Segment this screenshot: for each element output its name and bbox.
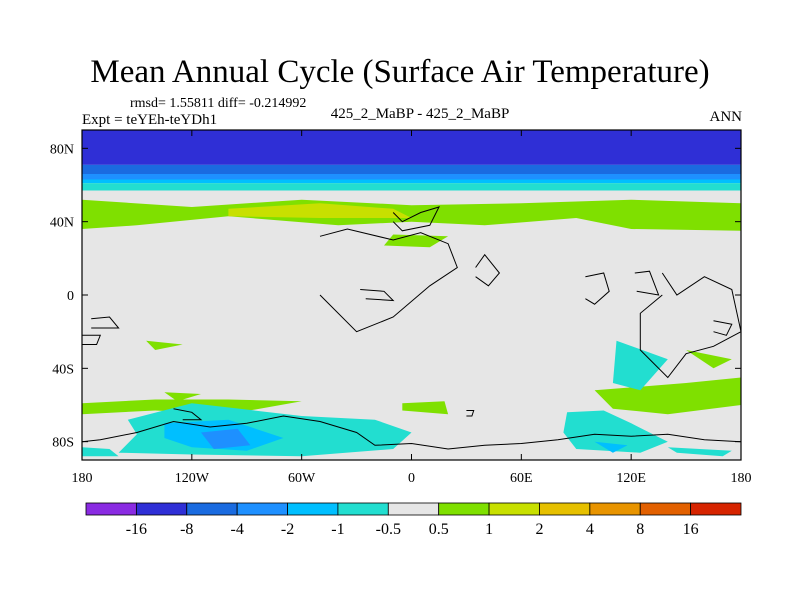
land-outline	[634, 270, 660, 296]
colorbar-swatch	[186, 502, 238, 516]
colorbar-label: -1	[331, 521, 344, 538]
chart-title: Mean Annual Cycle (Surface Air Temperatu…	[90, 54, 710, 90]
zonal-band	[82, 179, 741, 184]
anomaly-region	[164, 392, 201, 402]
zonal-band	[82, 174, 741, 180]
colorbar-label: -2	[281, 521, 294, 538]
land-outline	[173, 408, 203, 421]
anomaly-region	[82, 199, 741, 231]
colorbar-swatch	[387, 502, 440, 516]
y-tick-label: 0	[67, 289, 74, 304]
zonal-band	[82, 164, 741, 174]
x-tick-label: 60W	[288, 471, 316, 486]
y-tick-label: 40N	[50, 216, 74, 231]
anomaly-region	[686, 350, 732, 369]
colorbar-label: 1	[485, 521, 493, 538]
land-outline	[713, 320, 733, 336]
y-tick-label: 40S	[52, 362, 74, 377]
colorbar-label: 2	[535, 521, 543, 538]
anomaly-region	[82, 447, 119, 457]
colorbar-swatch	[337, 502, 389, 516]
anomaly-region	[594, 377, 741, 415]
x-tick-label: 180	[72, 471, 93, 486]
colorbar-label: -16	[126, 521, 147, 538]
colorbar-swatch	[287, 502, 339, 516]
x-tick-label: 120E	[616, 471, 646, 486]
anomaly-region	[594, 441, 628, 453]
land-outline	[639, 272, 741, 379]
anomaly-region	[612, 340, 668, 391]
stats-text: rmsd= 1.55811 diff= -0.214992	[130, 96, 307, 111]
x-tick-label: 180	[731, 471, 752, 486]
anomaly-region	[228, 203, 412, 218]
anomaly-region	[402, 401, 449, 415]
colorbar-label: -0.5	[376, 521, 401, 538]
colorbar-label: -4	[230, 521, 243, 538]
land-outline	[585, 272, 610, 305]
colorbar-swatch	[488, 502, 540, 516]
colorbar-label: 0.5	[429, 521, 449, 538]
colorbar-swatch	[135, 502, 188, 516]
land-outline	[466, 410, 475, 417]
season-label: ANN	[709, 109, 743, 125]
zonal-band	[82, 183, 741, 191]
anomaly-region	[201, 428, 251, 449]
anomaly-region	[563, 410, 668, 453]
colorbar-swatch	[236, 502, 288, 516]
colorbar-swatch	[539, 502, 591, 516]
comparison-label: 425_2_MaBP - 425_2_MaBP	[330, 106, 510, 122]
land-outline	[319, 228, 458, 333]
y-tick-label: 80N	[50, 142, 74, 157]
anomaly-region	[667, 447, 732, 457]
colorbar-label: 8	[636, 521, 644, 538]
x-tick-label: 60E	[510, 471, 533, 486]
colorbar-label: -8	[180, 521, 193, 538]
x-tick-label: 120W	[175, 471, 210, 486]
zonal-band	[82, 190, 741, 200]
colorbar-label: 16	[683, 521, 699, 538]
colorbar-swatch	[438, 502, 490, 516]
colorbar-swatch	[85, 502, 137, 516]
colorbar-swatch	[690, 502, 742, 516]
land-outline	[360, 289, 395, 302]
land-outline	[82, 415, 741, 450]
colorbar-swatch	[589, 502, 641, 516]
colorbar-label: 4	[586, 521, 594, 538]
land-outline	[91, 316, 120, 329]
experiment-label: Expt = teYEh-teYDh1	[82, 112, 218, 128]
land-outline	[392, 206, 440, 232]
land-outline	[82, 334, 102, 345]
land-outline	[475, 253, 501, 287]
x-tick-label: 0	[408, 471, 415, 486]
y-tick-label: 80S	[52, 436, 74, 451]
anomaly-region	[146, 340, 183, 350]
colorbar-swatch	[639, 502, 692, 516]
